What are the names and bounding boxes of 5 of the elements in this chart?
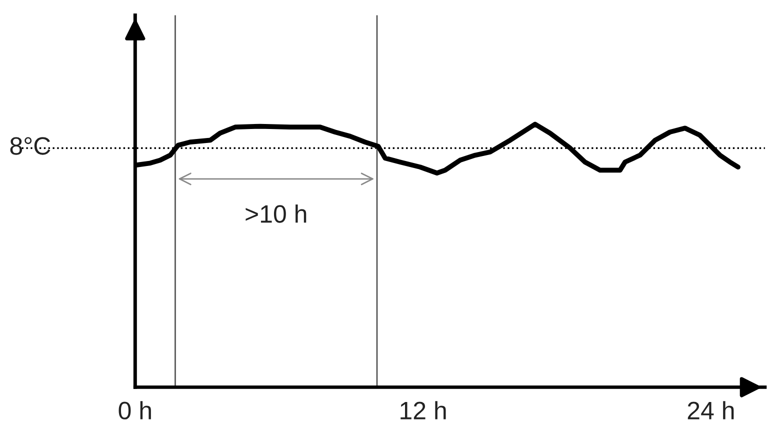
annotation: >10 h (246, 204, 306, 223)
x-tick-label: 12 h (400, 401, 446, 420)
x-tick-label: 0 h (118, 401, 151, 420)
ref-line-label: 8°C (10, 137, 50, 155)
x-tick-label: 24 h (688, 401, 734, 420)
